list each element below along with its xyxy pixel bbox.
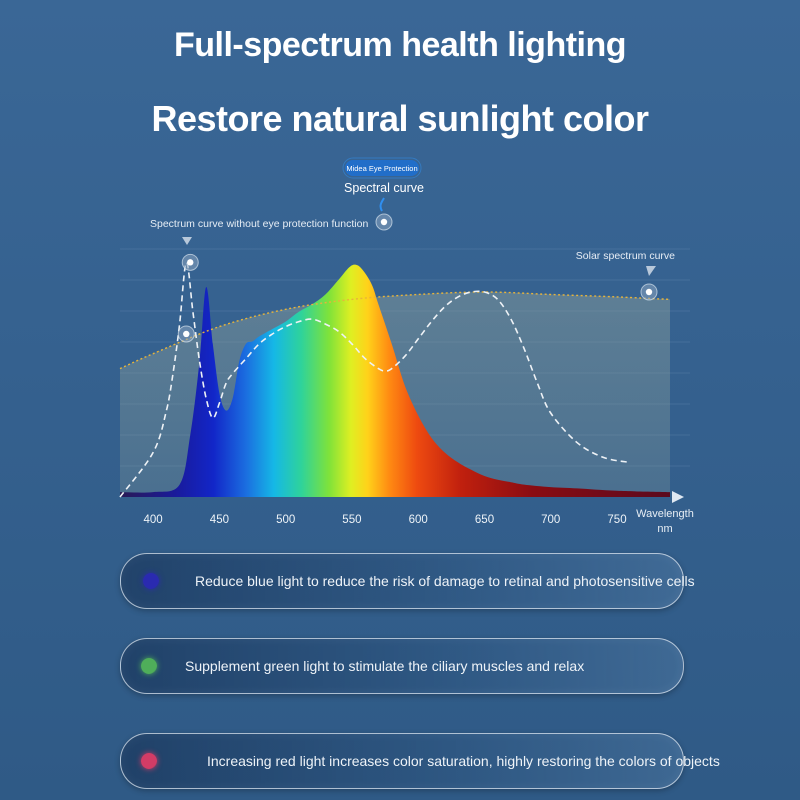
solar-curve-marker — [640, 283, 658, 301]
green-dot-icon — [141, 658, 157, 674]
feature-card-red-light: Increasing red light increases color sat… — [120, 733, 720, 789]
blue-region-marker — [177, 325, 195, 343]
spectrum-chart: 400 450 500 550 600 650 700 750 Wavelength nm M… — [0, 150, 800, 540]
spectral-curve-marker — [375, 213, 393, 231]
feature-text: Increasing red light increases color sat… — [207, 753, 720, 769]
spectral-curve-area — [120, 264, 670, 497]
spectral-curve-pointer — [379, 197, 385, 212]
page-title: Full-spectrum health lighting — [173, 26, 627, 64]
x-tick-label: 650 — [475, 514, 494, 526]
brand-badge-text: Midea Eye Protection — [346, 164, 417, 173]
feature-card-blue-light: Reduce blue light to reduce the risk of … — [120, 553, 695, 609]
no-protection-pointer — [182, 237, 192, 245]
feature-text: Supplement green light to stimulate the … — [185, 658, 585, 674]
no-protection-peak-marker — [181, 253, 199, 271]
x-axis-title: Wavelength — [636, 508, 694, 520]
x-tick-label: 400 — [144, 514, 163, 526]
feature-text: Reduce blue light to reduce the risk of … — [195, 573, 695, 589]
x-tick-label: 500 — [276, 514, 295, 526]
x-tick-label: 600 — [409, 514, 428, 526]
spectrum-chart-svg: 400 450 500 550 600 650 700 750 Wavelength nm M… — [119, 157, 694, 535]
x-axis-unit: nm — [657, 523, 672, 535]
solar-spectrum-pointer — [646, 266, 656, 276]
blue-dot-icon — [143, 573, 159, 589]
x-tick-label: 750 — [607, 514, 626, 526]
x-tick-label: 550 — [342, 514, 361, 526]
brand-badge: Midea Eye Protection — [342, 157, 422, 179]
solar-spectrum-label: Solar spectrum curve — [576, 250, 675, 262]
x-axis-arrow — [672, 491, 684, 503]
x-tick-label: 450 — [210, 514, 229, 526]
spectral-curve-label: Spectral curve — [344, 181, 424, 195]
x-tick-label: 700 — [541, 514, 560, 526]
no-protection-label: Spectrum curve without eye protection fu… — [150, 218, 368, 230]
no-protection-curve-line — [119, 261, 631, 498]
red-dot-icon — [141, 753, 157, 769]
feature-card-green-light: Supplement green light to stimulate the … — [120, 638, 684, 694]
page-subtitle: Restore natural sunlight color — [151, 98, 649, 139]
